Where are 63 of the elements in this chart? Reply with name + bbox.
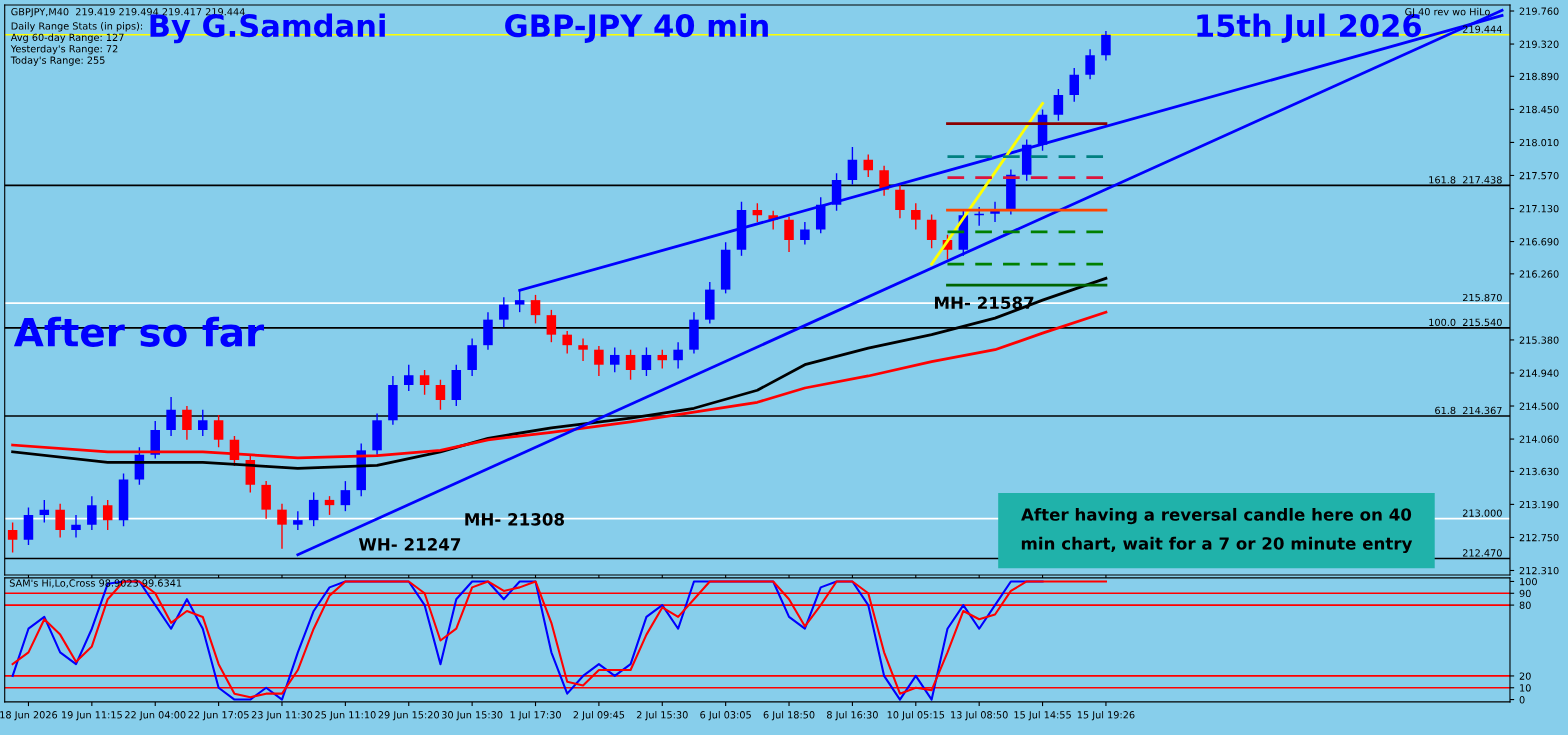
y-tick-label: 213.190	[1519, 500, 1559, 509]
ref-line-label: 61.8 214.367	[1435, 406, 1502, 415]
y-tick-label: 213.630	[1519, 467, 1559, 476]
category-label: 10 Jul 05:15	[887, 710, 945, 721]
category-label: 30 Jun 15:30	[441, 711, 503, 721]
y-tick-label: 10	[1520, 684, 1531, 692]
category-label: 18 Jun 2026	[0, 711, 58, 721]
category-label: 8 Jul 16:30	[827, 710, 878, 721]
ref-line-label: 212.470	[1462, 549, 1502, 557]
y-tick-label: 217.130	[1519, 204, 1559, 213]
ref-line-label: 219.444	[1462, 25, 1502, 33]
category-label: 15 Jul 19:26	[1077, 710, 1135, 721]
candlestick	[1069, 67, 1079, 103]
category-label: 1 Jul 17:30	[510, 710, 561, 721]
ref-line-label: 215.870	[1462, 293, 1502, 302]
y-tick-label: 214.500	[1519, 402, 1559, 410]
candlestick	[578, 337, 588, 362]
annotation: Avg 60-day Range: 127	[10, 33, 124, 43]
annotation: Daily Range Stats (in pips):	[11, 22, 143, 32]
y-tick-label: 219.760	[1519, 7, 1559, 15]
y-tick-label: 214.940	[1519, 369, 1559, 377]
candlestick	[293, 510, 303, 531]
y-tick-label: 0	[1519, 696, 1525, 704]
candlestick	[911, 202, 921, 231]
y-tick-label: 100	[1520, 577, 1537, 586]
annotation: MH- 21308	[465, 513, 565, 526]
y-tick-label: 214.060	[1519, 435, 1559, 443]
ref-line-label: 213.000	[1462, 509, 1502, 517]
annotation: WH- 21247	[358, 538, 461, 551]
annotation: MH- 21587	[934, 296, 1034, 310]
category-label: 22 Jun 04:00	[125, 711, 186, 721]
candlestick	[562, 330, 572, 355]
candlestick	[404, 364, 414, 392]
annotation: Today's Range: 255	[10, 56, 105, 66]
category-label: 15 Jul 14:55	[1014, 710, 1071, 721]
category-label: 22 Jun 17:05	[188, 711, 249, 721]
candlestick	[198, 409, 208, 437]
y-tick-label: 218.010	[1519, 138, 1559, 147]
category-label: 25 Jun 11:10	[315, 711, 376, 721]
ref-line-label: 100.0 215.540	[1429, 318, 1502, 327]
category-label: 6 Jul 18:50	[763, 710, 815, 721]
y-tick-label: 218.450	[1519, 105, 1559, 114]
category-label: 2 Jul 09:45	[573, 710, 625, 721]
annotation: After having a reversal candle here on 40 min chart, wait for a 7 or 20 minute entry	[1021, 507, 1413, 554]
category-label: 23 Jun 11:30	[251, 711, 313, 721]
y-tick-label: 217.570	[1519, 171, 1559, 180]
y-tick-label: 20	[1519, 672, 1531, 680]
y-tick-label: 90	[1519, 589, 1531, 598]
y-tick-label: 212.750	[1519, 533, 1559, 542]
y-tick-label: 212.310	[1519, 566, 1559, 575]
annotation: Yesterday's Range: 72	[10, 44, 118, 55]
ref-line-label: 161.8 217.438	[1429, 176, 1502, 184]
category-label: 2 Jul 15:30	[636, 710, 688, 721]
category-label: 19 Jun 11:15	[62, 711, 122, 721]
y-tick-label: 219.320	[1519, 40, 1559, 48]
category-label: 29 Jun 15:20	[378, 711, 439, 721]
y-tick-label: 218.890	[1519, 72, 1559, 81]
category-label: 13 Jul 08:50	[951, 710, 1008, 721]
y-tick-label: 216.260	[1519, 270, 1559, 278]
y-tick-label: 80	[1519, 601, 1531, 609]
y-tick-label: 215.380	[1519, 336, 1559, 344]
category-label: 6 Jul 03:05	[700, 710, 751, 721]
y-tick-label: 216.690	[1519, 238, 1559, 246]
